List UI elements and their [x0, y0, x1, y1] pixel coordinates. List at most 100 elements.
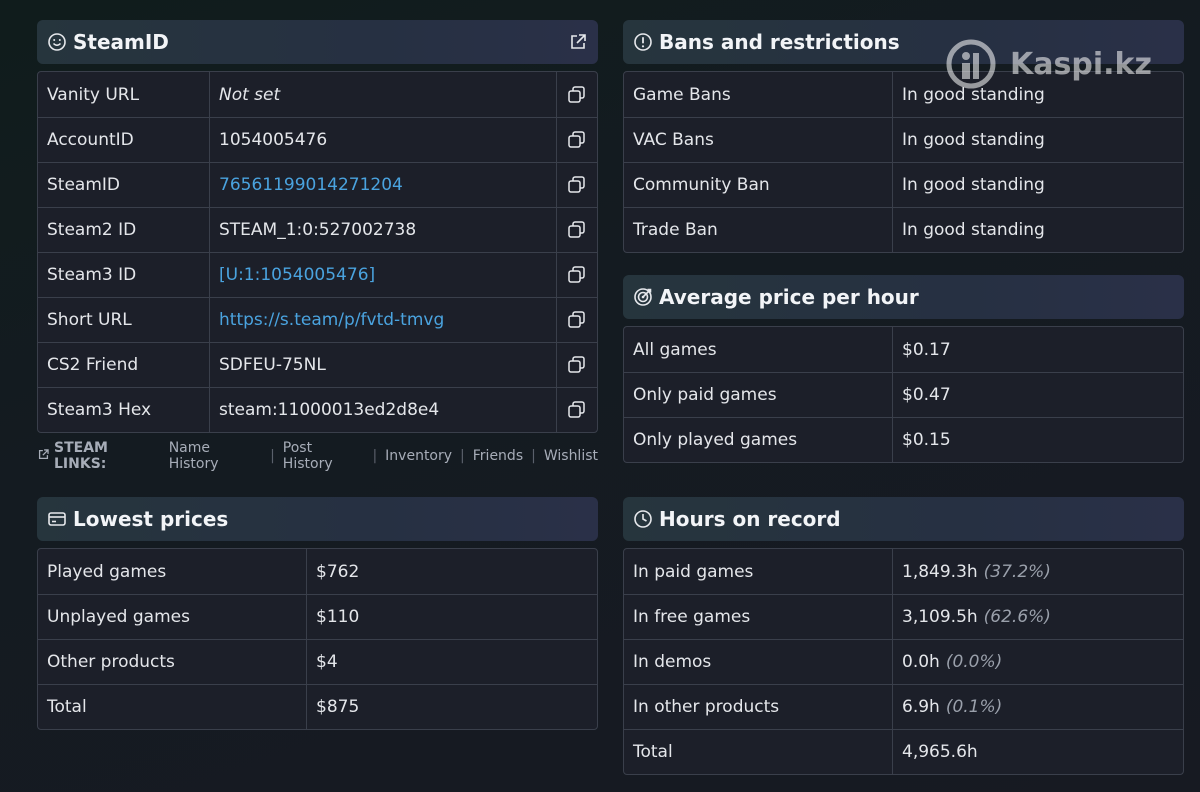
row-value: SDFEU-75NL: [219, 355, 326, 375]
row-value: In good standing: [902, 175, 1045, 195]
row-value: In good standing: [902, 84, 1045, 105]
row-label: Trade Ban: [624, 208, 893, 252]
link-friends[interactable]: Friends: [472, 448, 524, 464]
hours-value: 4,965.6h: [902, 742, 978, 762]
external-link-icon[interactable]: [568, 32, 588, 52]
row-label: In demos: [624, 640, 893, 684]
row-label: Steam3 Hex: [38, 388, 210, 432]
row-label: Short URL: [38, 298, 210, 342]
row-value: 0.0h (0.0%): [893, 640, 1183, 684]
steamid-table: Vanity URL Not set AccountID 1054005476 …: [37, 71, 598, 433]
row-label: Only paid games: [624, 373, 893, 417]
copy-icon[interactable]: [556, 343, 597, 387]
row-label: VAC Bans: [624, 118, 893, 162]
divider: |: [460, 448, 465, 464]
table-row: In paid games 1,849.3h (37.2%): [624, 549, 1183, 594]
steamid-panel: SteamID Vanity URL Not set AccountID 105…: [37, 20, 598, 472]
steam3id-link[interactable]: [U:1:1054005476]: [219, 265, 376, 285]
row-label: Total: [38, 685, 307, 729]
table-row: Game Bans In good standing: [624, 72, 1183, 117]
target-icon: [633, 287, 653, 307]
row-value: Not set: [219, 84, 281, 105]
row-value: $0.15: [902, 430, 951, 450]
row-label: Only played games: [624, 418, 893, 462]
row-label: Vanity URL: [38, 72, 210, 117]
steam-links-bar: STEAM LINKS: Name History | Post History…: [37, 440, 598, 472]
steamid-title: SteamID: [73, 30, 169, 54]
row-label: CS2 Friend: [38, 343, 210, 387]
table-row: Played games $762: [38, 549, 597, 594]
link-post-history[interactable]: Post History: [282, 440, 333, 472]
copy-icon[interactable]: [556, 298, 597, 342]
copy-icon[interactable]: [556, 72, 597, 117]
link-name-history[interactable]: Name History: [168, 440, 219, 472]
table-row: Community Ban In good standing: [624, 162, 1183, 207]
copy-icon[interactable]: [556, 163, 597, 207]
short-url-link[interactable]: https://s.team/p/fvtd-tmvg: [219, 310, 445, 330]
copy-icon[interactable]: [556, 253, 597, 297]
table-row: All games $0.17: [624, 327, 1183, 372]
steamid-link[interactable]: 76561199014271204: [219, 175, 403, 195]
row-label: In paid games: [624, 549, 893, 594]
smile-icon: [47, 32, 67, 52]
table-row: In other products 6.9h (0.1%): [624, 684, 1183, 729]
steamid-header: SteamID: [37, 20, 598, 64]
avg-price-title: Average price per hour: [659, 285, 919, 309]
row-label: Total: [624, 730, 893, 774]
row-value: In good standing: [902, 220, 1045, 240]
row-value: In good standing: [902, 130, 1045, 150]
watermark-text: Kaspi.kz: [1010, 46, 1152, 82]
table-row: AccountID 1054005476: [38, 117, 597, 162]
hours-value: 0.0h: [902, 652, 940, 672]
hours-percent: (62.6%): [983, 607, 1051, 627]
hours-percent: (37.2%): [983, 561, 1051, 582]
copy-icon[interactable]: [556, 388, 597, 432]
row-value: $762: [316, 561, 360, 582]
table-row: Unplayed games $110: [38, 594, 597, 639]
row-value: 3,109.5h (62.6%): [893, 595, 1183, 639]
row-value: 1,849.3h (37.2%): [893, 549, 1183, 594]
table-row: Total $875: [38, 684, 597, 729]
row-value: $110: [316, 607, 360, 627]
lowest-prices-panel: Lowest prices Played games $762 Unplayed …: [37, 497, 598, 730]
table-row: SteamID 76561199014271204: [38, 162, 597, 207]
bans-title: Bans and restrictions: [659, 30, 900, 54]
row-value: steam:11000013ed2d8e4: [219, 400, 440, 420]
divider: |: [531, 448, 536, 464]
divider: |: [270, 448, 275, 464]
row-value: STEAM_1:0:527002738: [219, 220, 417, 240]
hours-title: Hours on record: [659, 507, 841, 531]
row-label: SteamID: [38, 163, 210, 207]
hours-value: 3,109.5h: [902, 607, 978, 627]
table-row: Trade Ban In good standing: [624, 207, 1183, 252]
link-inventory[interactable]: Inventory: [385, 448, 453, 464]
row-label: Other products: [38, 640, 307, 684]
external-link-icon: [37, 448, 50, 465]
row-label: In free games: [624, 595, 893, 639]
link-wishlist[interactable]: Wishlist: [543, 448, 598, 464]
steam-links-label: STEAM LINKS:: [54, 440, 108, 472]
table-row: In demos 0.0h (0.0%): [624, 639, 1183, 684]
bans-header: Bans and restrictions: [623, 20, 1184, 64]
table-row: Other products $4: [38, 639, 597, 684]
divider: |: [372, 448, 378, 464]
hours-header: Hours on record: [623, 497, 1184, 541]
row-label: In other products: [624, 685, 893, 729]
copy-icon[interactable]: [556, 208, 597, 252]
row-value: 4,965.6h: [893, 730, 1183, 774]
avg-price-header: Average price per hour: [623, 275, 1184, 319]
copy-icon[interactable]: [556, 118, 597, 162]
table-row: Steam3 ID [U:1:1054005476]: [38, 252, 597, 297]
credit-card-icon: [47, 509, 67, 529]
avg-price-panel: Average price per hour All games $0.17 On…: [623, 275, 1184, 463]
bans-panel: Bans and restrictions Game Bans In good s…: [623, 20, 1184, 253]
row-value: 6.9h (0.1%): [893, 685, 1183, 729]
avg-price-table: All games $0.17 Only paid games $0.47 Only…: [623, 326, 1184, 463]
table-row: Vanity URL Not set: [38, 72, 597, 117]
hours-table: In paid games 1,849.3h (37.2%) In free gam…: [623, 548, 1184, 775]
table-row: Steam3 Hex steam:11000013ed2d8e4: [38, 387, 597, 432]
row-label: Community Ban: [624, 163, 893, 207]
lowest-prices-title: Lowest prices: [73, 507, 229, 531]
lowest-prices-table: Played games $762 Unplayed games $110 Othe…: [37, 548, 598, 730]
table-row: In free games 3,109.5h (62.6%): [624, 594, 1183, 639]
